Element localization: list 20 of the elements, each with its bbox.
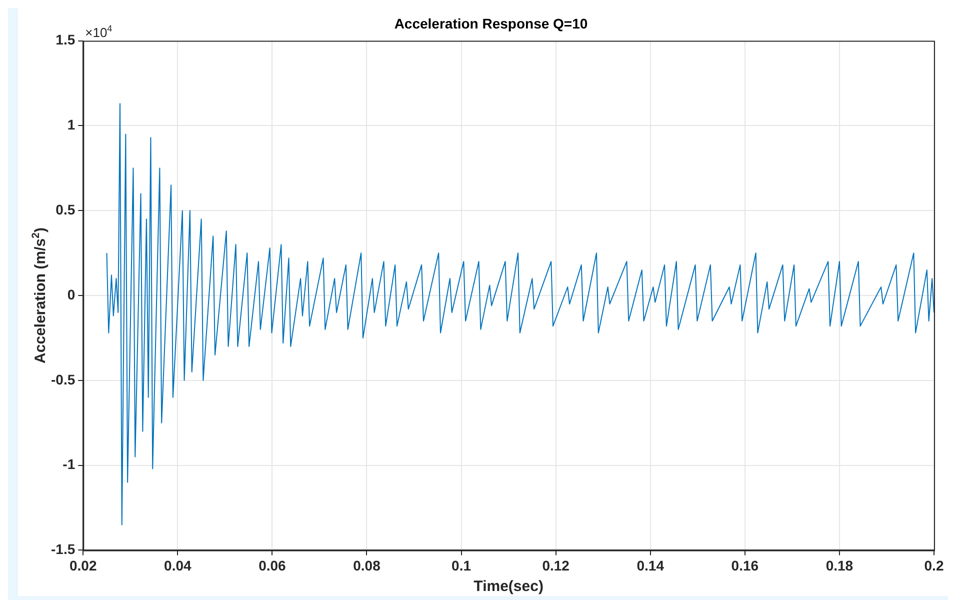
x-tick-label: 0.08 [353, 557, 381, 574]
y-tick-label: 0.5 [56, 201, 76, 218]
x-tick-label: 0.06 [258, 557, 286, 574]
x-tick-label: 0.16 [731, 557, 759, 574]
y-tick-label: 0 [67, 286, 76, 302]
x-tick-label: 0.14 [636, 557, 664, 574]
y-tick-label: 1.5 [56, 32, 76, 48]
x-tick-label: 0.18 [826, 557, 854, 574]
y-tick-label: -0.5 [51, 371, 76, 388]
x-tick-label: 0.04 [164, 557, 192, 574]
y-tick-label: 1 [67, 116, 76, 133]
x-tick-label: 0.12 [542, 557, 570, 574]
x-axis-title: Time(sec) [474, 578, 544, 596]
y-tick-label: -1 [62, 456, 76, 472]
chart-title: Acceleration Response Q=10 [394, 15, 588, 32]
x-tick-label: 0.02 [70, 557, 97, 574]
x-tick-label: 0.2 [924, 557, 944, 574]
y-axis-title: Acceleration (m/s2) [30, 228, 49, 364]
x-tick-label: 0.1 [452, 557, 472, 574]
y-tick-label: -1.5 [51, 541, 76, 558]
